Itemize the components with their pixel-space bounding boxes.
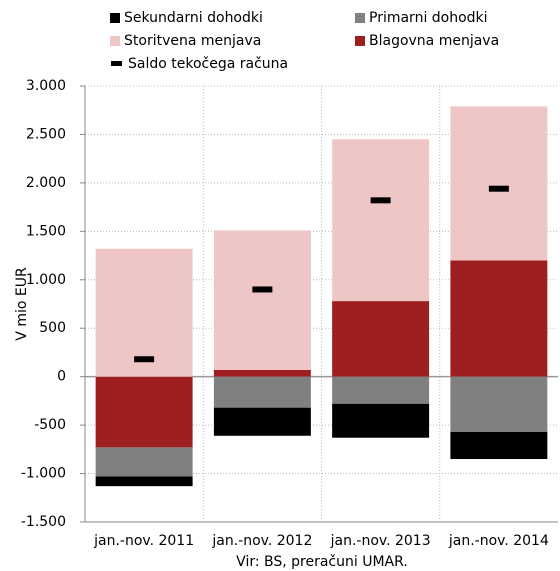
bar-segment xyxy=(332,376,430,404)
legend-label: Primarni dohodki xyxy=(369,10,488,26)
legend-swatch xyxy=(110,36,120,46)
bar-segment xyxy=(213,407,311,436)
y-tick-label: 1.000 xyxy=(26,272,66,288)
bar-segment xyxy=(213,369,311,377)
legend-swatch xyxy=(111,61,122,66)
saldo-marker xyxy=(488,185,509,192)
bar-segment xyxy=(450,376,548,432)
bar-segment xyxy=(450,260,548,377)
bar-segment xyxy=(213,376,311,408)
saldo-marker xyxy=(134,356,155,363)
x-tick-label: jan.-nov. 2011 xyxy=(93,533,194,549)
bar-segment xyxy=(450,106,548,261)
y-tick-label: 3.000 xyxy=(26,78,66,94)
x-tick-label: jan.-nov. 2013 xyxy=(330,533,431,549)
bar-segment xyxy=(332,301,430,377)
bar-segment xyxy=(332,139,430,302)
bar-segment xyxy=(95,447,193,477)
source-note: Vir: BS, preračuni UMAR. xyxy=(236,554,408,570)
legend-label: Blagovna menjava xyxy=(369,33,499,49)
bar-segment xyxy=(213,230,311,370)
saldo-marker xyxy=(252,286,273,293)
legend-swatch xyxy=(110,13,120,23)
y-tick-label: -500 xyxy=(34,417,66,433)
x-tick-label: jan.-nov. 2014 xyxy=(448,533,549,549)
legend-label: Storitvena menjava xyxy=(124,33,261,49)
y-tick-label: -1.000 xyxy=(21,466,66,482)
bar-segment xyxy=(95,476,193,487)
y-tick-label: 0 xyxy=(57,369,66,385)
legend-label: Saldo tekočega računa xyxy=(128,56,288,72)
bar-segment xyxy=(95,376,193,448)
bar-segment xyxy=(450,431,548,460)
x-tick-label: jan.-nov. 2012 xyxy=(211,533,312,549)
legend-swatch xyxy=(355,13,365,23)
y-tick-label: 2.000 xyxy=(26,175,66,191)
bar-segment xyxy=(95,248,193,377)
y-tick-label: -1.500 xyxy=(21,514,66,530)
y-tick-label: 2.500 xyxy=(26,126,66,142)
y-tick-label: 500 xyxy=(39,320,66,336)
y-tick-label: 1.500 xyxy=(26,223,66,239)
legend-label: Sekundarni dohodki xyxy=(124,10,263,26)
bar-segment xyxy=(332,403,430,438)
saldo-marker xyxy=(370,197,391,204)
legend-swatch xyxy=(355,36,365,46)
y-axis-label: V mio EUR xyxy=(14,267,30,341)
